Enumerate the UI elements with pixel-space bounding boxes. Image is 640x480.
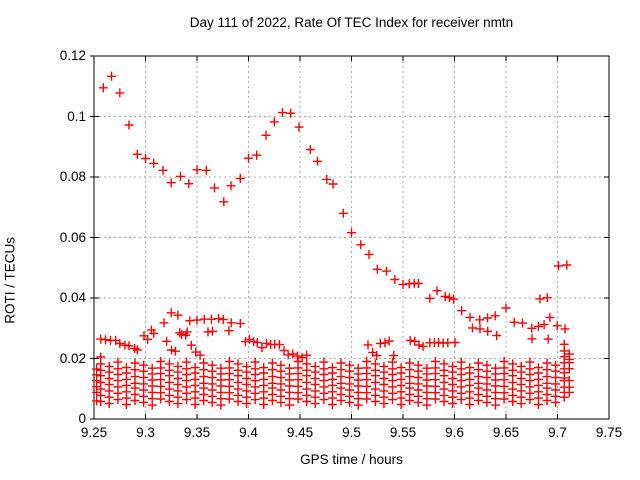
data-points (92, 71, 574, 410)
y-tick-label: 0.12 (59, 48, 86, 63)
x-tick-label: 9.45 (286, 425, 314, 440)
y-tick-label: 0.04 (59, 290, 86, 305)
grid-lines (94, 56, 609, 419)
x-tick-label: 9.35 (183, 425, 211, 440)
x-tick-label: 9.6 (445, 425, 464, 440)
y-tick-label: 0.02 (59, 350, 86, 366)
x-tick-label: 9.5 (342, 425, 361, 440)
y-tick-label: 0.1 (67, 108, 86, 124)
y-tick-label: 0 (78, 411, 86, 426)
y-tick-label: 0.06 (59, 229, 86, 245)
chart-title: Day 111 of 2022, Rate Of TEC Index for r… (189, 15, 514, 30)
x-tick-label: 9.55 (389, 425, 417, 440)
x-tick-label: 9.25 (80, 425, 108, 440)
x-tick-label: 9.65 (492, 425, 520, 440)
x-axis-label: GPS time / hours (300, 452, 403, 467)
x-tick-label: 9.7 (548, 425, 567, 440)
x-tick-label: 9.4 (239, 425, 258, 440)
x-tick-label: 9.3 (136, 425, 155, 440)
tick-marks (90, 55, 610, 420)
y-tick-label: 0.08 (59, 169, 86, 184)
x-tick-label: 9.75 (595, 425, 623, 440)
